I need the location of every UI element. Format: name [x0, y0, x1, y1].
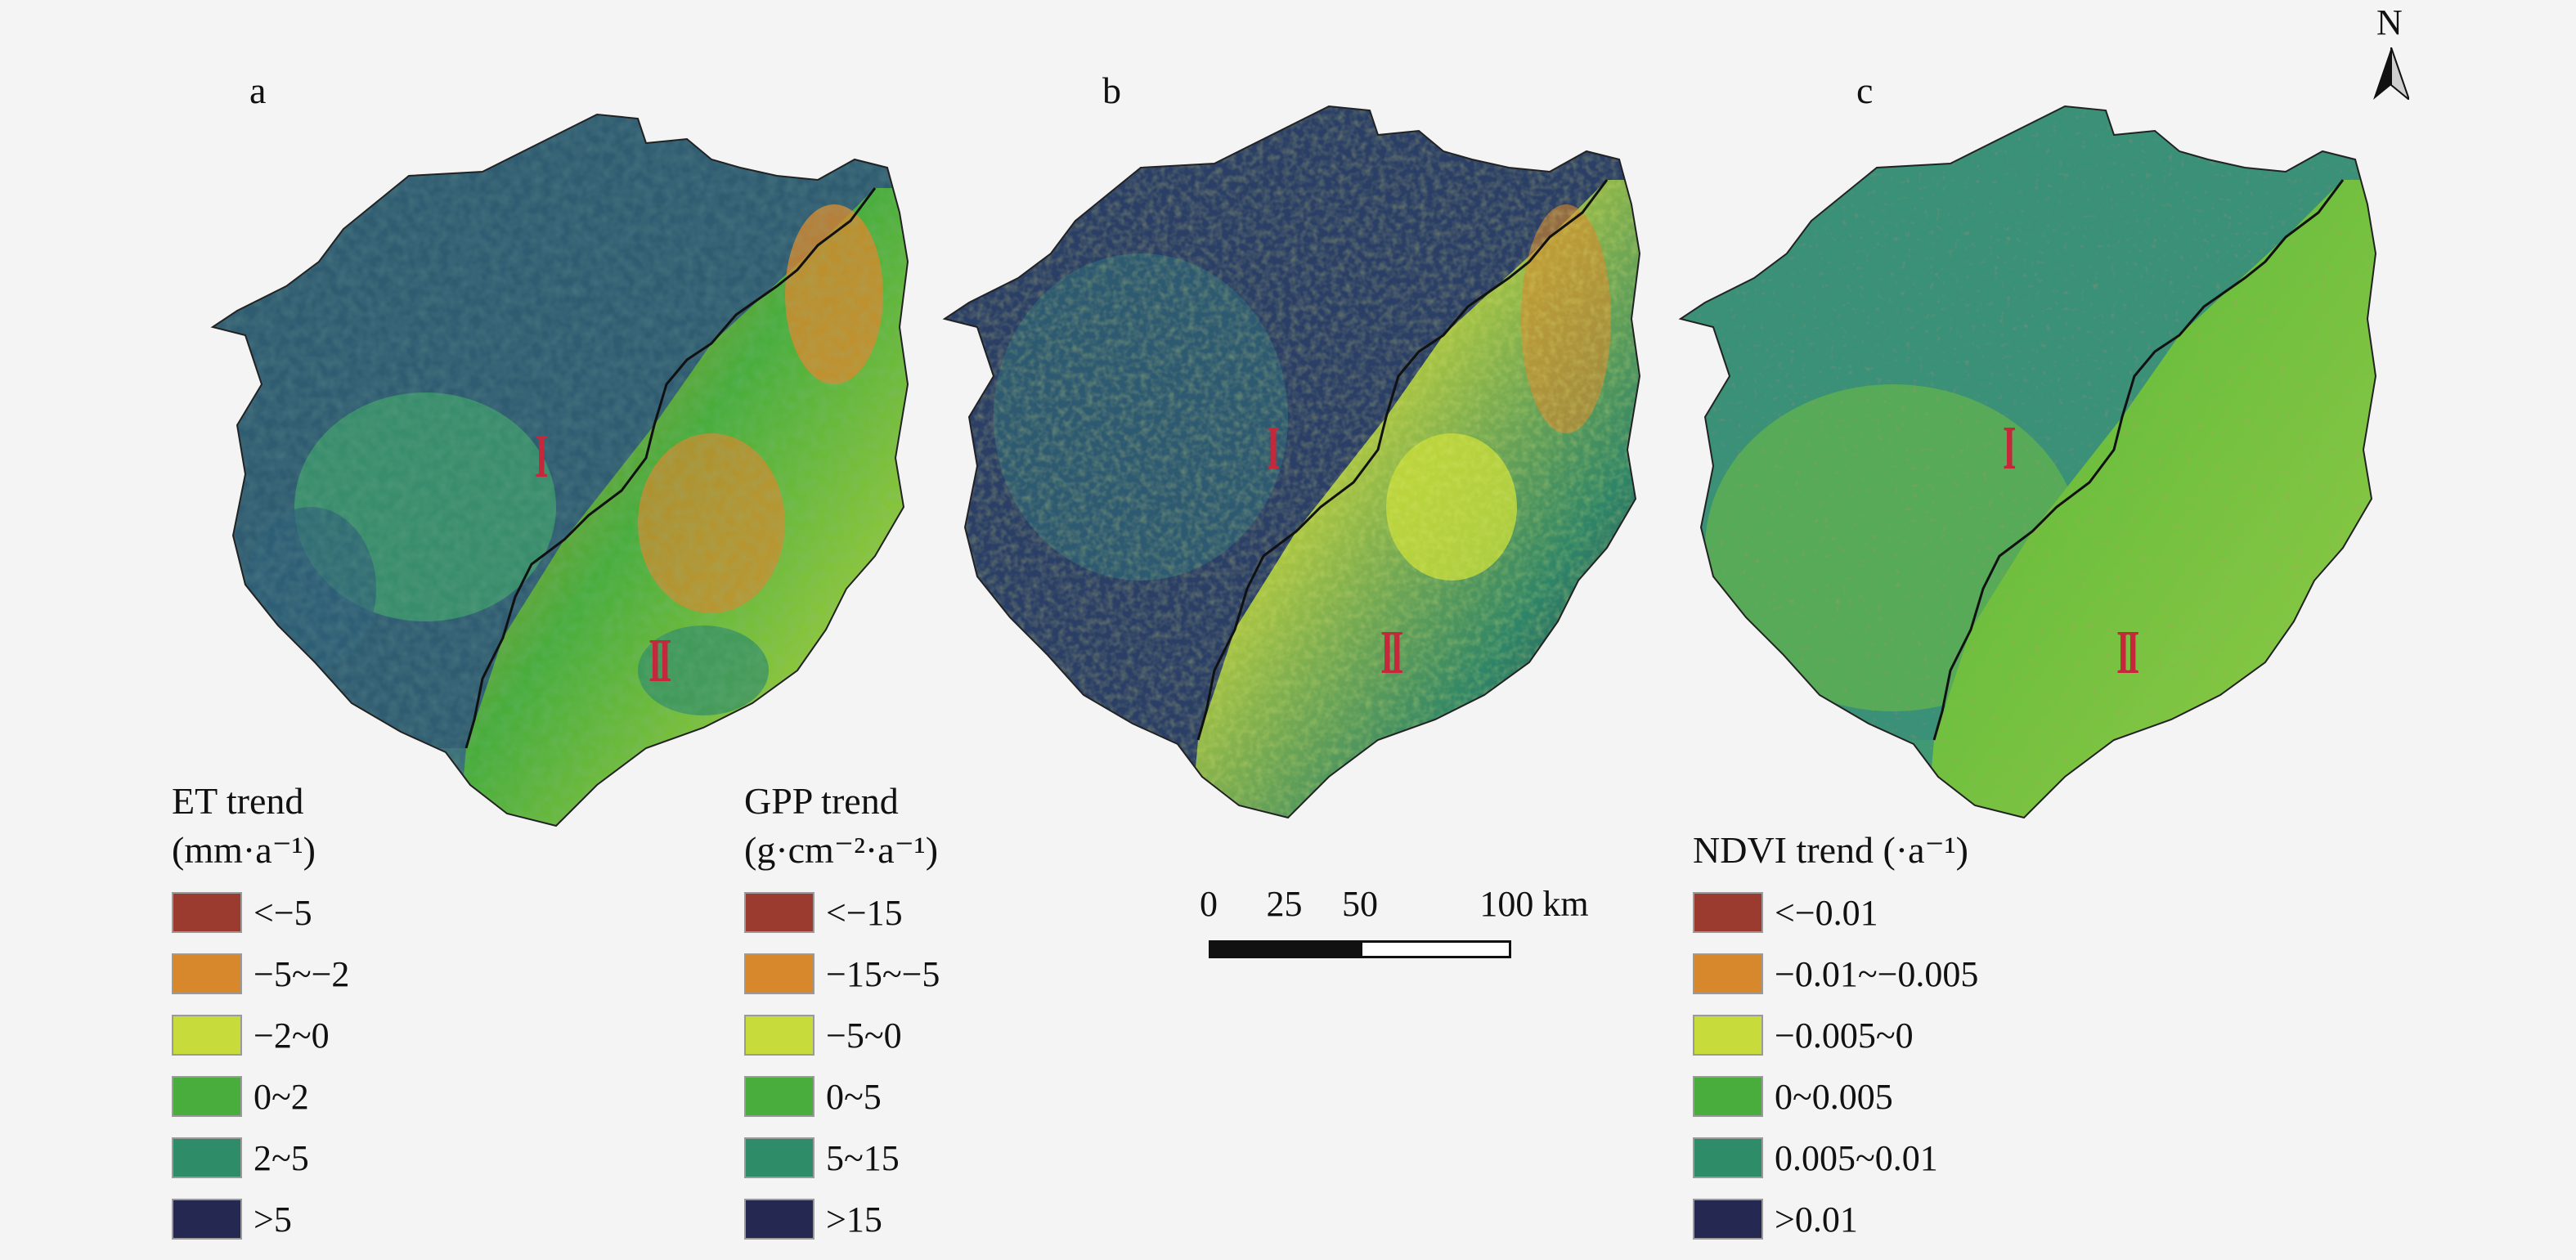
legend-item: −15~−5 — [744, 951, 940, 997]
legend-label: −0.01~−0.005 — [1775, 953, 1979, 994]
legend-label: <−0.01 — [1775, 892, 1878, 933]
legend-items: <−5 −5~−2 −2~0 0~2 2~5 >5 — [172, 890, 349, 1242]
legend-label: −15~−5 — [826, 953, 940, 994]
legend-swatch — [1693, 1015, 1763, 1056]
legend-item: 0~0.005 — [1693, 1074, 1978, 1119]
map-c-ndvi-trend — [1680, 105, 2376, 818]
legend-swatch — [1693, 892, 1763, 933]
panel-letter-c: c — [1856, 70, 1874, 111]
legend-item: −5~0 — [744, 1012, 940, 1058]
legend-label: 2~5 — [254, 1137, 309, 1178]
north-arrow-icon — [2373, 47, 2409, 100]
legend-label: 0~0.005 — [1775, 1076, 1893, 1117]
legend-swatch — [744, 1076, 815, 1117]
legend-swatch — [172, 892, 242, 933]
legend-item: 2~5 — [172, 1135, 349, 1181]
legend-item: 0.005~0.01 — [1693, 1135, 1978, 1181]
legend-label: 0~2 — [254, 1076, 309, 1117]
legend-item: 0~5 — [744, 1074, 940, 1119]
legend-swatch — [1693, 1076, 1763, 1117]
legend-label: <−5 — [254, 892, 312, 933]
legend-label: <−15 — [826, 892, 903, 933]
scale-segment — [1360, 940, 1511, 958]
zone-label-zone1: I — [1267, 414, 1280, 482]
panel-letter-a: a — [249, 70, 267, 111]
legend-items: <−0.01 −0.01~−0.005 −0.005~0 0~0.005 0.005~0… — [1693, 890, 1978, 1242]
legend-item: <−0.01 — [1693, 890, 1978, 935]
legend-swatch — [744, 1015, 815, 1056]
legend-item: −2~0 — [172, 1012, 349, 1058]
map-a-et-trend — [212, 114, 909, 827]
legend-item: >0.01 — [1693, 1196, 1978, 1242]
legend-swatch — [172, 1137, 242, 1178]
legend-swatch — [172, 953, 242, 994]
legend-item: −0.01~−0.005 — [1693, 951, 1978, 997]
legend-title-line1: ET trend — [172, 780, 304, 822]
legend-item: <−15 — [744, 890, 940, 935]
legend-label: >0.01 — [1775, 1199, 1858, 1240]
panel-letter-b: b — [1102, 70, 1121, 111]
legend-label: 0.005~0.01 — [1775, 1137, 1938, 1178]
legend-item: −0.005~0 — [1693, 1012, 1978, 1058]
north-letter: N — [2376, 2, 2403, 43]
legend-title-line1: NDVI trend (·a⁻¹) — [1693, 829, 1968, 871]
zone-label-zone2: II — [648, 626, 671, 695]
legend-label: >15 — [826, 1199, 882, 1240]
north-arrow: N — [2368, 0, 2417, 106]
legend-label: >5 — [254, 1199, 292, 1240]
map-b-gpp-trend — [944, 105, 1640, 818]
legend-et: ET trend (mm·a⁻¹) <−5 −5~−2 −2~0 0~2 2~5 >5 — [172, 777, 349, 1258]
legend-swatch — [744, 953, 815, 994]
scale-label: 100 km — [1479, 884, 1589, 924]
legend-swatch — [744, 1137, 815, 1178]
zone-label-zone1: I — [2003, 414, 2016, 482]
legend-item: <−5 — [172, 890, 349, 935]
legend-swatch — [744, 1199, 815, 1240]
legend-swatch — [744, 892, 815, 933]
legend-item: −5~−2 — [172, 951, 349, 997]
legend-swatch — [1693, 953, 1763, 994]
legend-swatch — [1693, 1199, 1763, 1240]
legend-title-line2: (g·cm⁻²·a⁻¹) — [744, 829, 939, 871]
legend-items: <−15 −15~−5 −5~0 0~5 5~15 >15 — [744, 890, 940, 1242]
legend-title-line1: GPP trend — [744, 780, 899, 822]
legend-title-line2: (mm·a⁻¹) — [172, 829, 316, 871]
legend-label: 5~15 — [826, 1137, 900, 1178]
legend-item: 5~15 — [744, 1135, 940, 1181]
zone-label-zone2: II — [1380, 618, 1403, 687]
scale-segment — [1209, 940, 1360, 958]
scale-label: 25 — [1266, 884, 1303, 924]
legend-ndvi: NDVI trend (·a⁻¹) <−0.01 −0.01~−0.005 −0.0… — [1693, 826, 1978, 1258]
scale-label: 50 — [1342, 884, 1378, 924]
legend-label: −5~−2 — [254, 953, 350, 994]
legend-item: >5 — [172, 1196, 349, 1242]
legend-swatch — [1693, 1137, 1763, 1178]
legend-label: −0.005~0 — [1775, 1015, 1914, 1056]
legend-label: 0~5 — [826, 1076, 882, 1117]
legend-swatch — [172, 1076, 242, 1117]
legend-label: −5~0 — [826, 1015, 902, 1056]
legend-swatch — [172, 1015, 242, 1056]
zone-label-zone1: I — [535, 422, 548, 491]
legend-label: −2~0 — [254, 1015, 330, 1056]
legend-item: >15 — [744, 1196, 940, 1242]
zone-label-zone2: II — [2116, 618, 2139, 687]
scale-bar: 0 25 50 100 km — [1200, 883, 1627, 965]
legend-item: 0~2 — [172, 1074, 349, 1119]
legend-swatch — [172, 1199, 242, 1240]
legend-gpp: GPP trend (g·cm⁻²·a⁻¹) <−15 −15~−5 −5~0 0~5… — [744, 777, 940, 1258]
scale-label: 0 — [1200, 884, 1218, 924]
